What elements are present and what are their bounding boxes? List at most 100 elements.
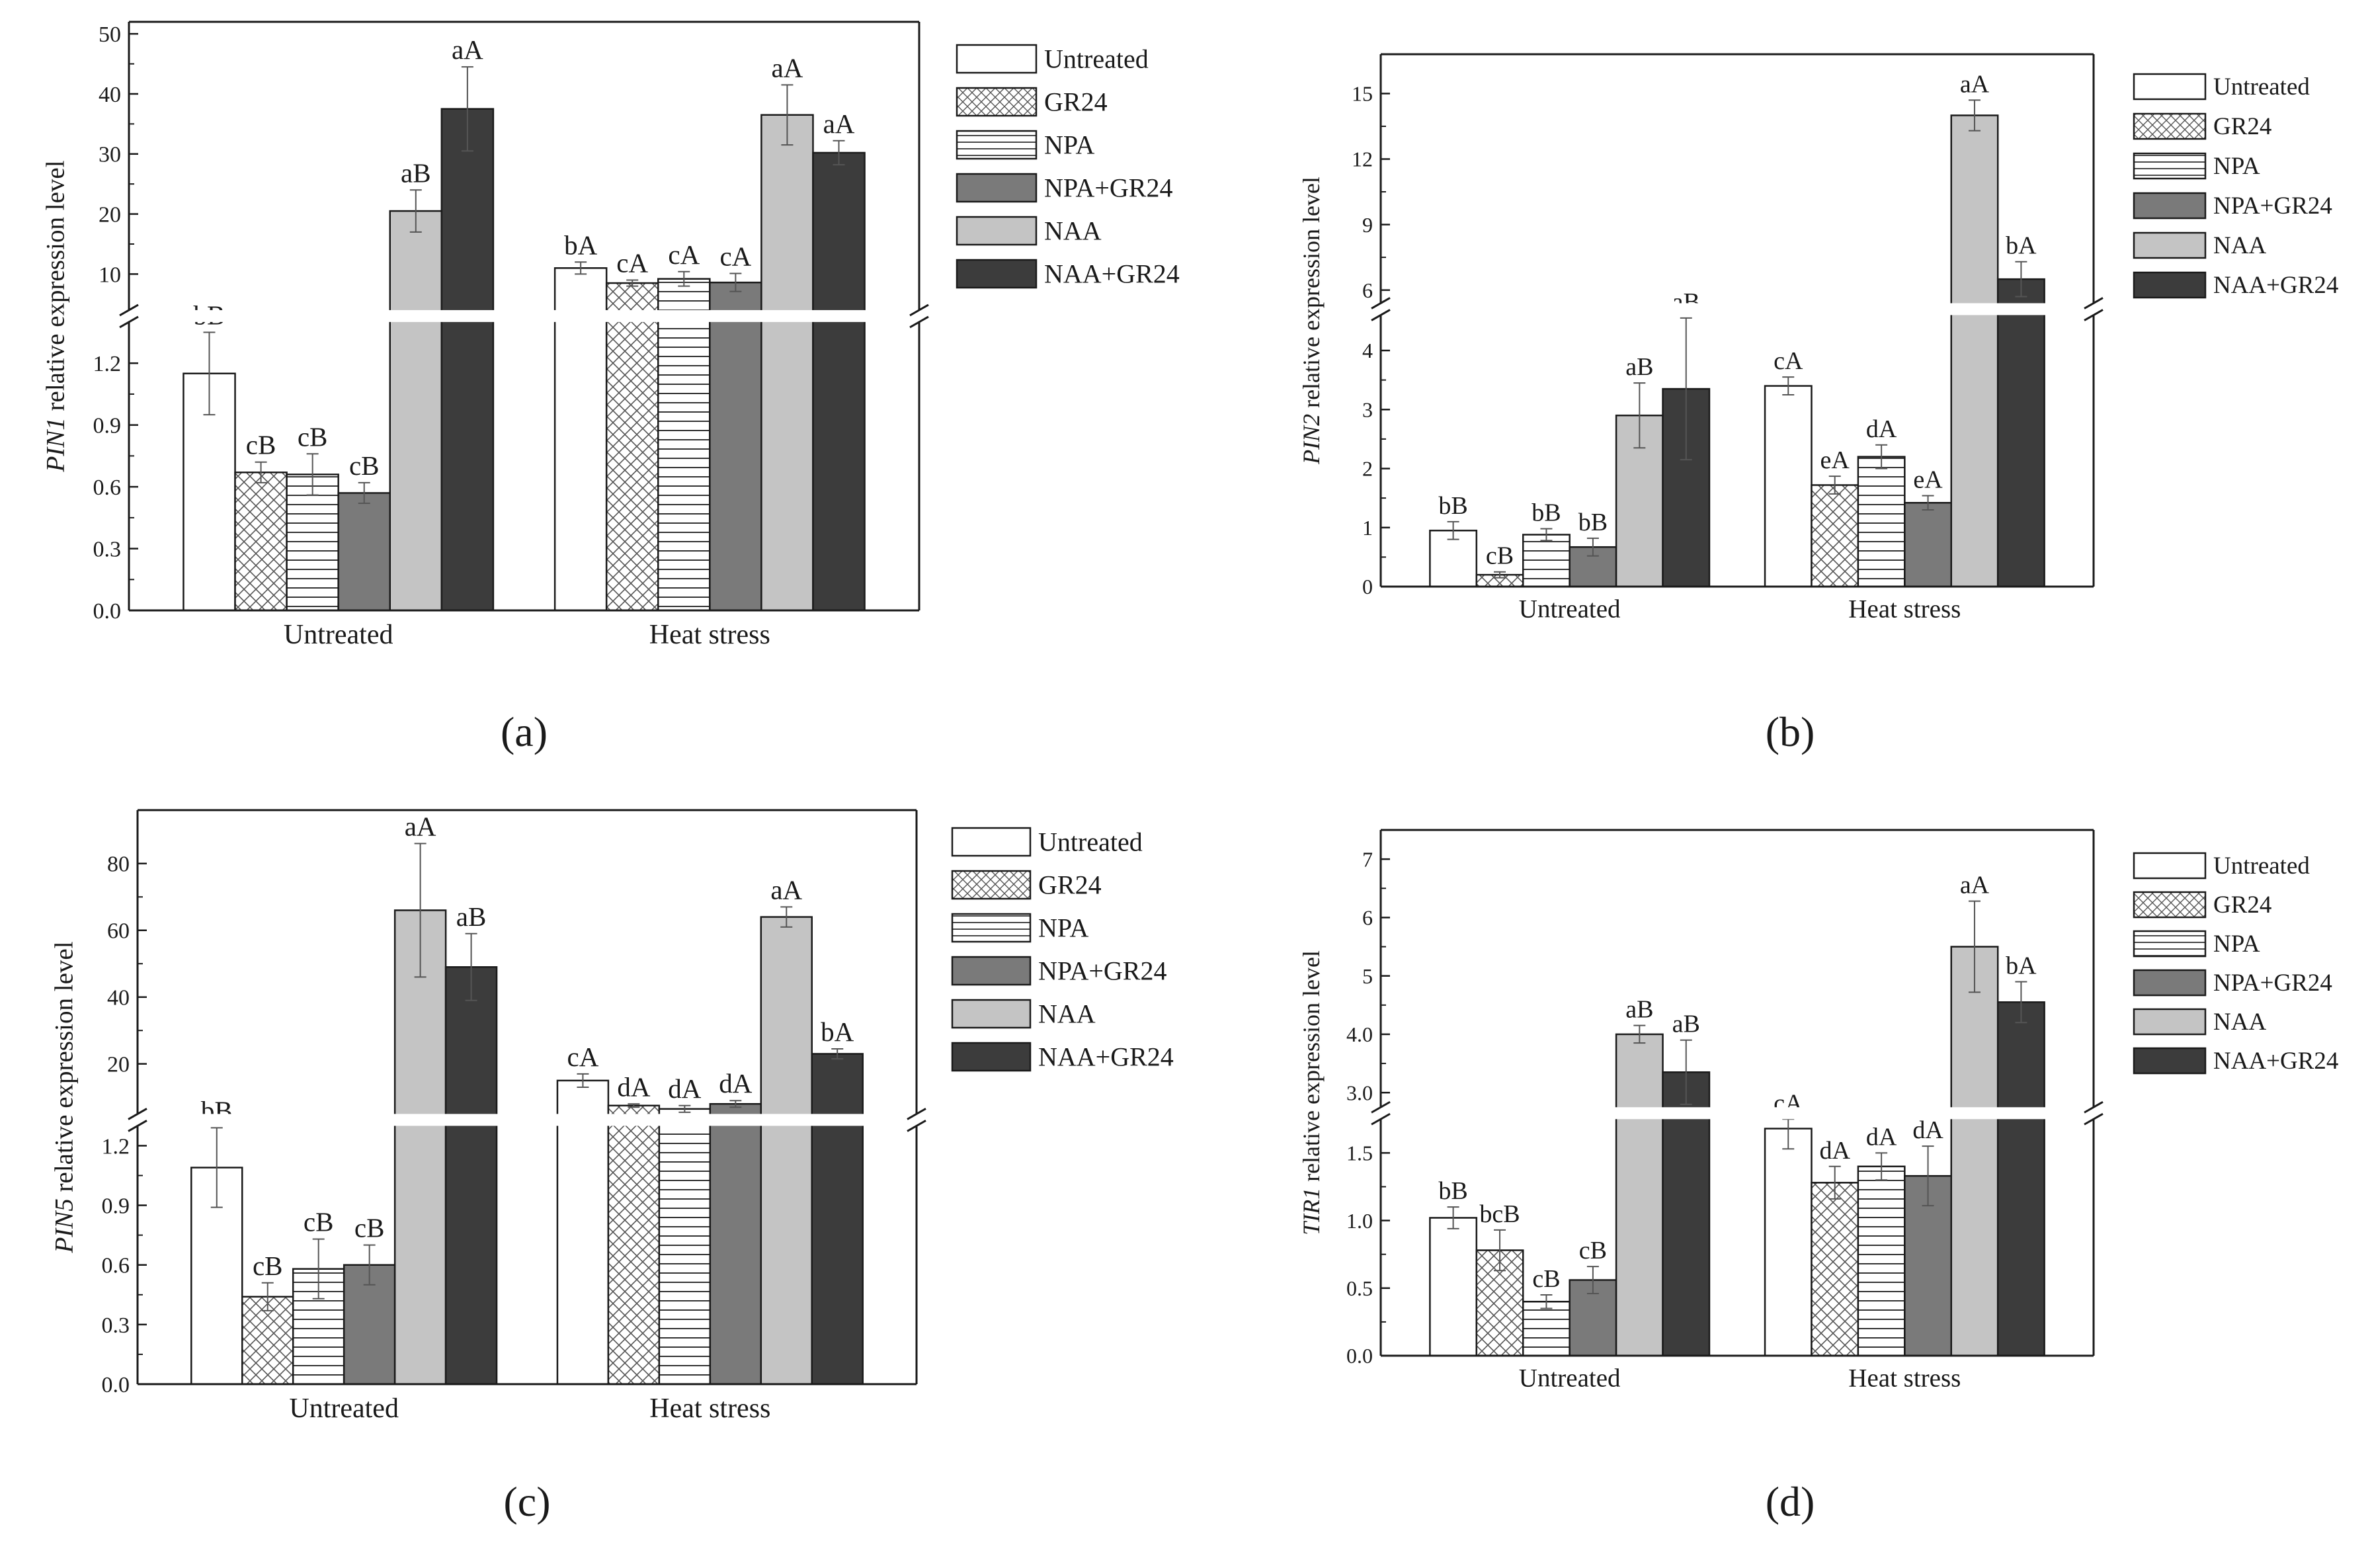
error-bar bbox=[461, 66, 473, 152]
significance-label: aB bbox=[456, 901, 487, 932]
significance-label: aB bbox=[1625, 996, 1653, 1024]
bar-naa-untreated bbox=[1615, 1033, 1664, 1357]
plot-frame bbox=[1379, 53, 2095, 588]
significance-label: aA bbox=[770, 874, 802, 905]
y-tick-label: 0.5 bbox=[1346, 1276, 1373, 1300]
error-bar bbox=[1633, 1024, 1646, 1044]
bar-gr24-heat-stress bbox=[607, 1104, 661, 1385]
bar-untreated-untreated bbox=[1429, 1217, 1478, 1357]
y-tick-label: 1 bbox=[1362, 516, 1373, 540]
break-slash bbox=[2084, 297, 2104, 309]
significance-label: cB bbox=[298, 421, 328, 452]
break-slash bbox=[2084, 1100, 2104, 1114]
y-tick-label: 0.0 bbox=[102, 1373, 130, 1397]
legend-swatch-untreated bbox=[2133, 73, 2207, 101]
y-tick-label: 0.9 bbox=[102, 1194, 130, 1218]
break-slash bbox=[907, 1108, 926, 1120]
legend-swatch-npa bbox=[951, 913, 1032, 943]
legend-swatch-gr24 bbox=[951, 870, 1032, 900]
significance-label: cB bbox=[246, 430, 276, 460]
error-bar bbox=[1586, 537, 1599, 557]
y-tick-label: 7 bbox=[1362, 847, 1373, 871]
bar-npa-plus-gr24-heat-stress bbox=[1904, 502, 1953, 588]
y-tick-label: 60 bbox=[107, 919, 130, 944]
legend-swatch-untreated bbox=[2133, 852, 2207, 880]
y-tick-label: 0.0 bbox=[93, 599, 122, 624]
legend-label-untreated: Untreated bbox=[2213, 73, 2310, 101]
y-tick-label: 2 bbox=[1362, 457, 1373, 481]
error-bar bbox=[1680, 317, 1692, 461]
y-axis-title-gene: PIN2 bbox=[1298, 414, 1325, 465]
error-bar bbox=[1540, 528, 1553, 542]
bar-naa-plus-gr24-heat-stress bbox=[1996, 278, 2045, 588]
legend-swatch-naa-plus-gr24 bbox=[956, 259, 1038, 289]
error-bar bbox=[628, 1103, 640, 1108]
bar-naa-plus-gr24-heat-stress bbox=[811, 1053, 864, 1385]
significance-label: bB bbox=[1532, 499, 1561, 527]
axis-break-gap bbox=[122, 309, 926, 322]
x-tick-label: Untreated bbox=[1519, 595, 1621, 623]
bar-naa-plus-gr24-heat-stress bbox=[812, 151, 866, 612]
significance-label: cB bbox=[1486, 542, 1514, 570]
y-axis: 0.0 0.3 0.6 0.9 1.2 10 20 30 40 50 bbox=[93, 22, 138, 624]
significance-label: dA bbox=[719, 1068, 753, 1098]
bar-gr24-heat-stress bbox=[1811, 484, 1859, 588]
legend-swatch-gr24 bbox=[2133, 891, 2207, 919]
significance-label: aB bbox=[1672, 1011, 1700, 1038]
x-tick-label: Heat stress bbox=[649, 620, 770, 650]
legend-label-naa-plus-gr24: NAA+GR24 bbox=[2213, 1048, 2338, 1075]
significance-label: bA bbox=[2006, 952, 2037, 979]
legend-swatch-naa-plus-gr24 bbox=[2133, 1047, 2207, 1075]
significance-label: dA bbox=[617, 1071, 651, 1102]
bar-npa-untreated bbox=[1522, 534, 1571, 588]
legend-label-gr24: GR24 bbox=[1044, 87, 1108, 116]
y-tick-label: 1.5 bbox=[1346, 1141, 1373, 1165]
legend-label-gr24: GR24 bbox=[2213, 113, 2271, 140]
error-bar bbox=[1447, 520, 1459, 540]
bar-naa-plus-gr24-untreated bbox=[444, 966, 498, 1385]
y-tick-label: 10 bbox=[99, 263, 121, 287]
y-tick-label: 1.2 bbox=[93, 352, 122, 376]
legend-label-npa-plus-gr24: NPA+GR24 bbox=[2213, 970, 2332, 997]
bar-npa-heat-stress bbox=[657, 278, 711, 612]
significance-label: cB bbox=[1579, 1237, 1607, 1264]
chart-panel-a: bBbAcBcAcBcAcBcAaBaAaAaA0.00.30.60.91.21… bbox=[41, 21, 1180, 755]
y-tick-label: 80 bbox=[107, 852, 130, 877]
y-axis-title: PIN1 relative expression level bbox=[41, 160, 69, 472]
y-tick-label: 5 bbox=[1362, 964, 1373, 988]
panel-caption: (b) bbox=[1766, 708, 1815, 755]
break-slash bbox=[128, 1108, 147, 1120]
significance-label: bB bbox=[1578, 509, 1608, 536]
legend-swatch-untreated bbox=[956, 44, 1038, 74]
axis-break-gap bbox=[1374, 1107, 2100, 1120]
y-axis-title-rest: relative expression level bbox=[50, 941, 78, 1198]
y-tick-label: 0.6 bbox=[102, 1254, 130, 1278]
error-bar bbox=[780, 906, 793, 928]
bar-naa-plus-gr24-untreated bbox=[1662, 1071, 1711, 1357]
y-axis-title: TIR1 relative expression level bbox=[1298, 950, 1325, 1235]
significance-label: dA bbox=[668, 1073, 702, 1104]
legend-label-npa: NPA bbox=[1038, 913, 1088, 942]
y-tick-label: 40 bbox=[107, 986, 130, 1011]
bar-untreated-heat-stress bbox=[1764, 1128, 1813, 1357]
legend-swatch-naa-plus-gr24 bbox=[2133, 271, 2207, 299]
significance-label: eA bbox=[1820, 446, 1850, 474]
legend-label-npa: NPA bbox=[1044, 130, 1094, 159]
legend-label-npa-plus-gr24: NPA+GR24 bbox=[1044, 173, 1172, 202]
y-tick-label: 40 bbox=[99, 83, 121, 107]
significance-label: cB bbox=[304, 1207, 334, 1237]
chart-panel-b: bBcAcBeAbBdAbBeAaBaAaBbA01234691215Untre… bbox=[1298, 53, 2338, 755]
error-bar bbox=[363, 1244, 376, 1286]
legend-label-naa: NAA bbox=[1038, 999, 1096, 1028]
legend-swatch-untreated bbox=[951, 827, 1032, 857]
bar-npa-plus-gr24-heat-stress bbox=[709, 1103, 762, 1385]
panel-caption: (d) bbox=[1766, 1478, 1815, 1525]
significance-label: aB bbox=[401, 157, 431, 188]
x-axis: Untreated Heat stress bbox=[289, 1376, 770, 1424]
y-tick-label: 0.9 bbox=[93, 414, 122, 438]
bar-naa-heat-stress bbox=[1950, 946, 1999, 1357]
axis-break-gap bbox=[1374, 303, 2100, 315]
y-tick-label: 0.6 bbox=[93, 475, 122, 500]
y-axis: 0.0 0.3 0.6 0.9 1.2 20 40 60 80 bbox=[102, 852, 147, 1397]
